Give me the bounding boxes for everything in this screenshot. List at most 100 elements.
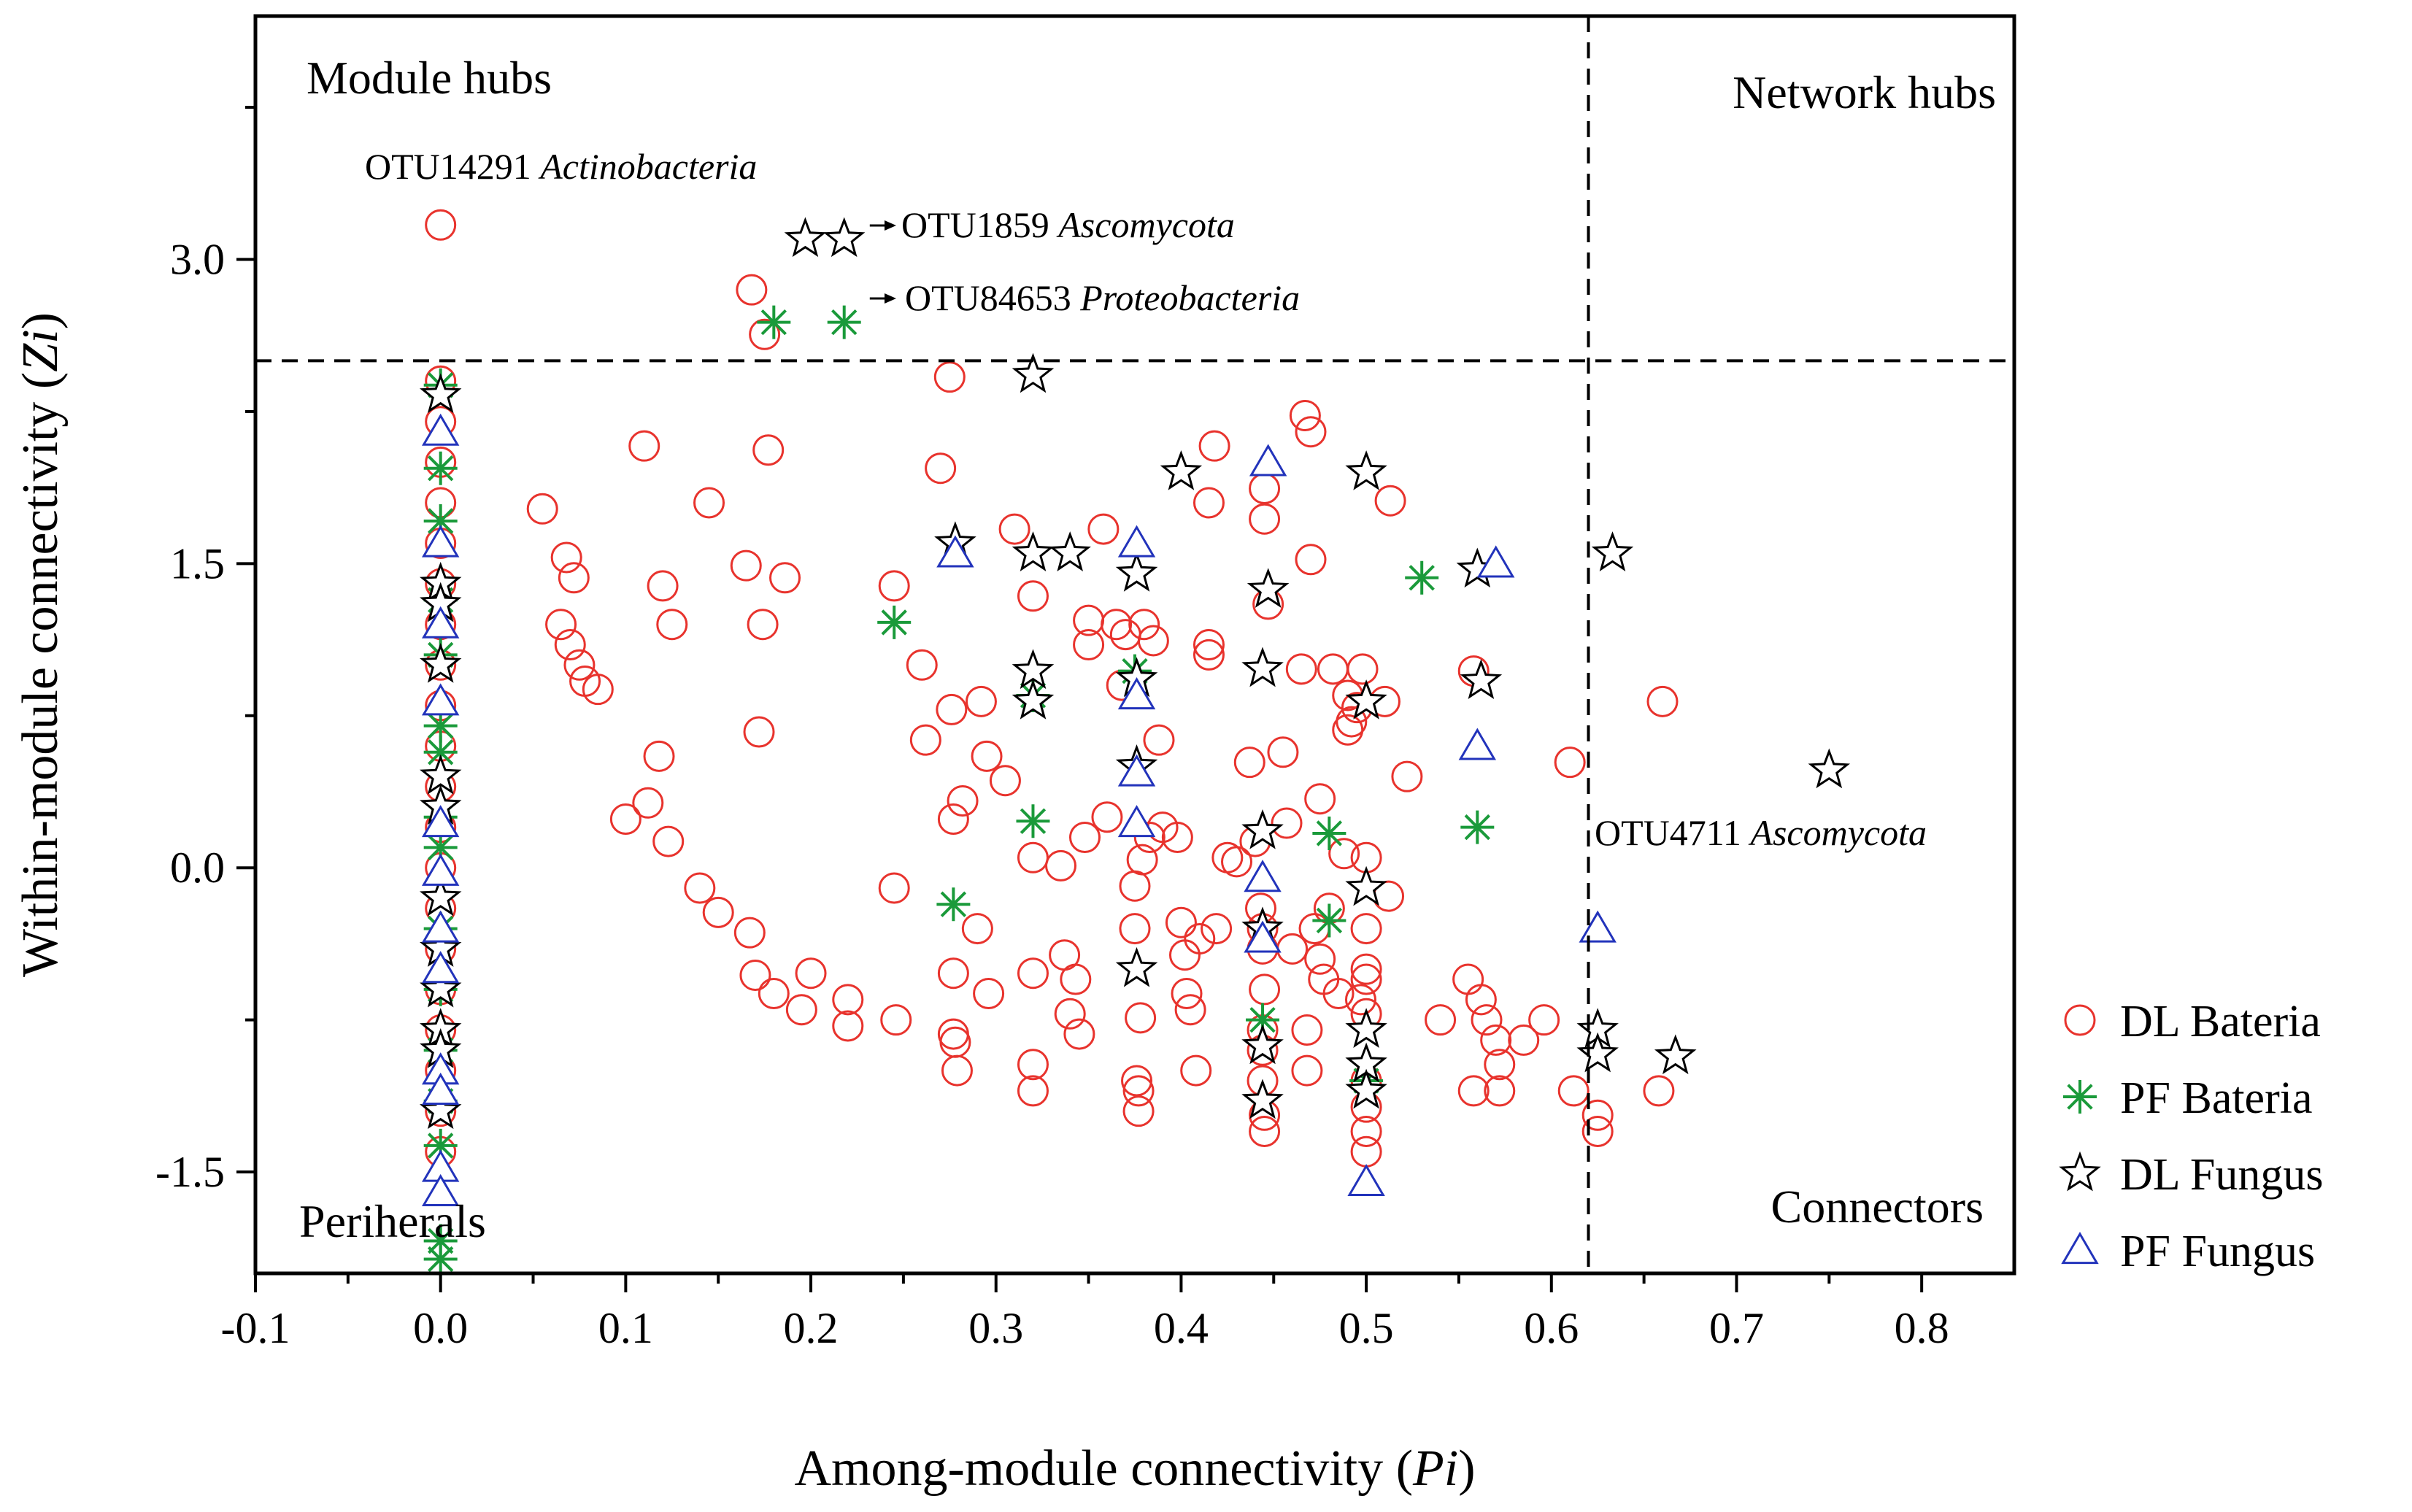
data-point: [419, 1089, 462, 1130]
data-point: [1060, 963, 1092, 995]
data-point: [421, 910, 460, 943]
data-point: [526, 493, 558, 525]
data-point: [702, 896, 734, 928]
data-point: [545, 609, 577, 641]
annotation-otu4711: OTU4711 Ascomycota: [1595, 812, 1927, 853]
data-point: [1344, 984, 1376, 1016]
data-point: [1345, 450, 1387, 490]
data-point: [425, 209, 457, 241]
data-point: [1117, 754, 1156, 787]
data-point: [947, 784, 979, 817]
data-point: [936, 693, 968, 725]
data-point: [1017, 957, 1049, 990]
x-tick-label: 0.3: [968, 1304, 1023, 1352]
data-point: [736, 274, 768, 306]
data-point: [743, 716, 775, 748]
data-point: [1425, 1004, 1457, 1036]
data-point: [1576, 1032, 1619, 1073]
data-point: [877, 605, 912, 639]
legend-item: DL Fungus: [2059, 1150, 2323, 1200]
data-point: [652, 825, 685, 857]
x-tick-label: 0.0: [413, 1304, 468, 1352]
data-point: [730, 549, 762, 582]
data-point: [1267, 736, 1299, 768]
data-point: [421, 525, 460, 558]
data-point: [1017, 1049, 1049, 1081]
data-point: [1117, 525, 1156, 558]
data-point: [421, 1173, 460, 1206]
data-point: [971, 740, 1003, 772]
data-point: [1345, 1008, 1387, 1049]
data-point: [822, 217, 866, 258]
data-point: [1345, 865, 1387, 906]
legend-label: PF Fungus: [2120, 1227, 2315, 1276]
data-point: [1198, 430, 1230, 462]
quadrant-label-module-hubs: Module hubs: [307, 52, 552, 104]
data-point: [1285, 653, 1317, 685]
data-point: [1069, 822, 1101, 854]
data-point: [757, 305, 791, 339]
data-point: [1322, 977, 1355, 1009]
data-point: [656, 609, 688, 641]
data-point: [1291, 1014, 1323, 1046]
data-point: [1654, 1034, 1697, 1075]
data-point: [1165, 906, 1197, 938]
annotation-arrowhead: [885, 293, 896, 304]
data-point: [1128, 609, 1160, 641]
data-point: [1054, 998, 1086, 1030]
data-point: [758, 977, 790, 1009]
data-point: [1117, 676, 1156, 710]
data-point: [558, 562, 590, 594]
legend-marker: [2061, 1232, 2099, 1265]
data-point: [1458, 728, 1497, 760]
data-point: [1304, 783, 1336, 815]
annotation-otu1859: OTU1859 Ascomycota: [901, 204, 1235, 245]
data-point: [1073, 629, 1105, 660]
legend-item: DL Bateria: [2064, 997, 2321, 1046]
data-point: [684, 872, 716, 904]
data-point: [1137, 625, 1169, 657]
data-point: [936, 887, 971, 922]
data-point: [421, 606, 460, 639]
x-tick-label: 0.7: [1709, 1304, 1764, 1352]
quadrant-label-peripherals: Periherals: [299, 1195, 486, 1247]
data-point: [1192, 487, 1225, 519]
series-pf-bateria: [423, 305, 1495, 1276]
data-point: [421, 683, 460, 716]
data-point: [693, 487, 725, 519]
data-point: [1350, 963, 1382, 995]
data-point: [1087, 513, 1120, 545]
data-point: [419, 876, 462, 917]
data-point: [1249, 1115, 1281, 1147]
data-point: [421, 805, 460, 838]
data-points-layer: [419, 209, 1851, 1276]
data-point: [936, 535, 974, 568]
y-axis-title: Within-module connectivity (Zi): [12, 312, 69, 977]
data-point: [827, 305, 861, 339]
y-tick-label: 0.0: [170, 844, 225, 892]
annotation-arrowhead: [885, 220, 896, 231]
data-point: [752, 434, 785, 466]
data-point: [1012, 679, 1055, 720]
data-point: [769, 562, 801, 594]
data-point: [880, 1004, 912, 1036]
data-point: [941, 1054, 973, 1087]
data-point: [1117, 805, 1156, 838]
data-point: [1244, 860, 1282, 892]
annotation-otu84653: OTU84653 Proteobacteria: [905, 277, 1300, 318]
data-point: [784, 217, 827, 258]
data-point: [1143, 724, 1175, 756]
data-point: [1119, 870, 1151, 902]
data-point: [1016, 804, 1050, 838]
data-point: [1350, 953, 1382, 985]
x-tick-label: 0.1: [598, 1304, 653, 1352]
data-point: [1579, 910, 1617, 943]
data-point: [632, 787, 664, 819]
data-point: [1168, 939, 1201, 971]
data-point: [628, 430, 660, 462]
data-point: [1336, 706, 1368, 738]
data-point: [1317, 653, 1349, 685]
data-point: [937, 957, 969, 990]
quadrant-label-network-hubs: Network hubs: [1733, 66, 1996, 118]
data-point: [1328, 838, 1360, 870]
